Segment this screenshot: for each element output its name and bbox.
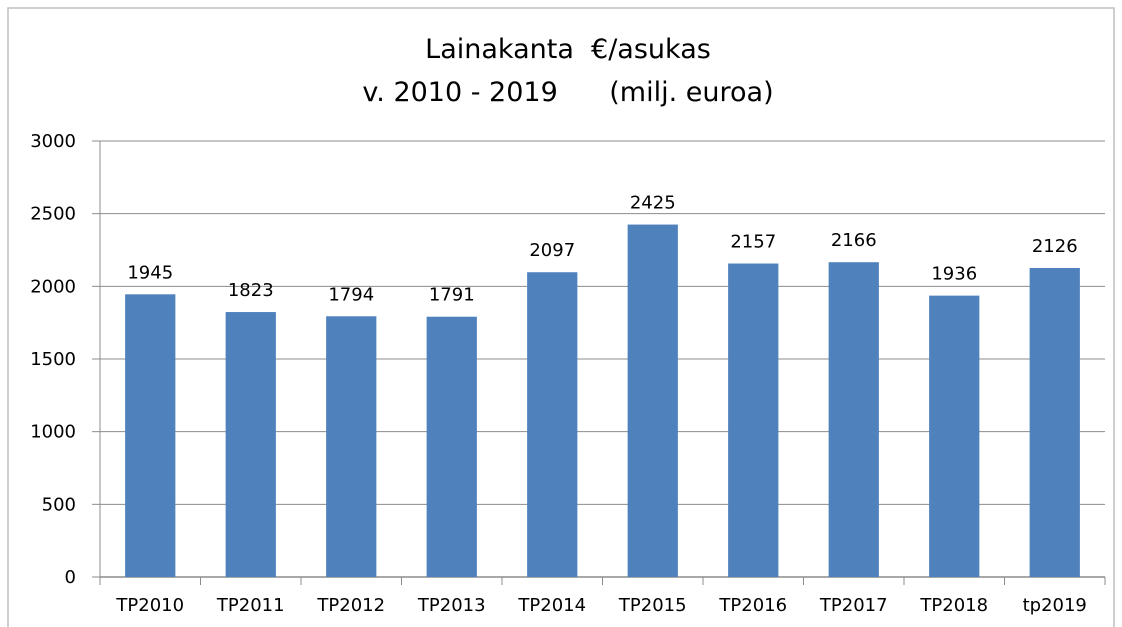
- x-tick-label: TP2014: [517, 595, 586, 616]
- y-tick-label: 2000: [30, 276, 76, 297]
- data-label: 1791: [429, 285, 475, 306]
- y-tick-label: 500: [42, 494, 76, 515]
- y-tick-label: 2500: [30, 204, 76, 225]
- bar: [326, 316, 377, 577]
- data-label: 1823: [228, 280, 274, 301]
- data-label: 1794: [328, 284, 374, 305]
- chart-subtitle: v. 2010 - 2019 (milj. euroa): [362, 77, 773, 108]
- data-label: 2097: [529, 240, 575, 261]
- data-label: 2425: [630, 193, 676, 214]
- x-tick-label: TP2010: [115, 595, 184, 616]
- x-tick-label: TP2011: [216, 595, 285, 616]
- bar: [426, 316, 477, 577]
- data-label: 1936: [931, 264, 977, 285]
- data-label: 1945: [127, 262, 173, 283]
- bar: [828, 262, 879, 577]
- bar: [1029, 268, 1080, 577]
- chart-title: Lainakanta €/asukas: [425, 34, 711, 65]
- x-tick-label: TP2015: [618, 595, 687, 616]
- y-tick-label: 3000: [30, 131, 76, 152]
- bar: [929, 295, 980, 577]
- x-tick-label: TP2018: [919, 595, 988, 616]
- data-label: 2166: [831, 230, 877, 251]
- bar: [728, 263, 779, 577]
- bar: [225, 312, 276, 577]
- x-tick-label: TP2017: [819, 595, 888, 616]
- x-tick-label: TP2012: [316, 595, 385, 616]
- bar: [627, 224, 678, 578]
- x-tick-label: TP2013: [417, 595, 486, 616]
- y-tick-label: 1000: [30, 422, 76, 443]
- data-label: 2126: [1032, 236, 1078, 257]
- x-tick-label: tp2019: [1023, 595, 1087, 616]
- y-tick-label: 0: [65, 567, 76, 588]
- bar: [527, 272, 578, 577]
- data-label: 2157: [730, 232, 776, 253]
- bar: [125, 294, 176, 577]
- x-tick-label: TP2016: [718, 595, 787, 616]
- y-tick-label: 1500: [30, 349, 76, 370]
